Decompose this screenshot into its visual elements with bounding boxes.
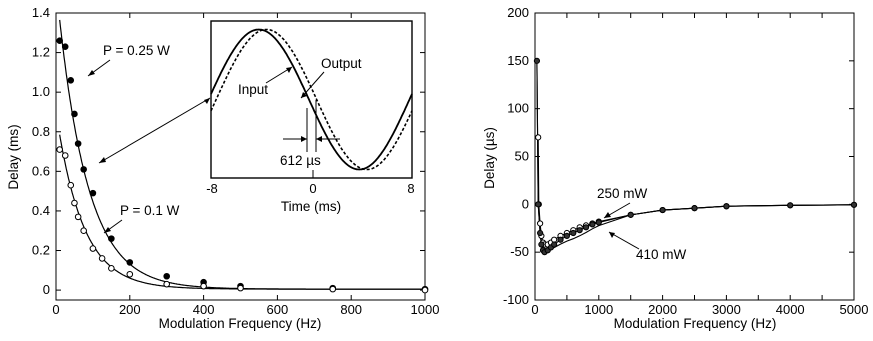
left-point-p01: [68, 182, 74, 188]
right-xtick-label: 4000: [776, 302, 805, 317]
right-point-410mw: [558, 237, 563, 242]
right-xlabel: Modulation Frequency (Hz): [614, 316, 777, 331]
right-point-410mw: [552, 242, 557, 247]
left-ytick-label: 0.2: [32, 243, 50, 258]
left-ytick-label: 0.4: [32, 203, 50, 218]
right-plot-frame: [535, 13, 854, 300]
right-xtick-label: 2000: [648, 302, 677, 317]
left-point-p01: [109, 266, 115, 272]
left-ytick-label: 0.8: [32, 124, 50, 139]
left-ytick-label: 1.2: [32, 45, 50, 60]
inset-connector-arrowhead-left: [99, 157, 106, 163]
left-point-p01: [422, 287, 428, 293]
right-ytick-label: 50: [515, 149, 529, 164]
left-point-p025: [109, 236, 115, 242]
right-point-410mw: [788, 203, 793, 208]
left-point-p01: [127, 271, 133, 277]
right-point-410mw: [564, 233, 569, 238]
left-ytick-label: 0.6: [32, 163, 50, 178]
annotation-250mw: 250 mW: [597, 186, 648, 201]
annotation-410mw: 410 mW: [636, 247, 687, 262]
left-point-p01: [62, 153, 68, 159]
inset-connector-arrowhead-right: [204, 98, 210, 104]
left-point-p01: [330, 286, 336, 292]
left-point-p01: [57, 147, 63, 153]
inset-label-input: Input: [238, 82, 268, 97]
right-point-410mw: [590, 222, 595, 227]
left-ylabel: Delay (ms): [6, 124, 21, 189]
left-xtick-label: 200: [119, 302, 141, 317]
left-xtick-label: 400: [193, 302, 215, 317]
right-ytick-label: -100: [503, 292, 529, 307]
right-ytick-label: -50: [510, 244, 529, 259]
right-ytick-label: 100: [507, 101, 529, 116]
right-point-410mw: [538, 230, 543, 235]
left-point-p025: [68, 77, 74, 83]
right-point-410mw: [536, 202, 541, 207]
right-chart: 0 1000 2000 3000 4000 5000 -100 -50 0 50 100 150 200…: [482, 5, 868, 331]
left-ytick-label: 1.0: [32, 84, 50, 99]
left-xtick-label: 600: [267, 302, 289, 317]
right-xtick-label: 1000: [584, 302, 613, 317]
right-xtick-label: 5000: [840, 302, 869, 317]
right-point-250mw: [536, 135, 541, 140]
left-point-p01: [99, 256, 105, 262]
inset-chart: -8 0 8 Time (ms) Input Output 612 µs: [206, 21, 414, 214]
inset-xtick-label: -8: [206, 181, 218, 196]
right-point-410mw: [692, 206, 697, 211]
left-point-p01: [72, 200, 78, 206]
left-xtick-label: 800: [340, 302, 362, 317]
right-point-410mw: [577, 228, 582, 233]
left-point-p025: [90, 190, 96, 196]
right-tick-group: 0 1000 2000 3000 4000 5000 -100 -50 0 50 100 150 200: [503, 5, 868, 317]
left-point-p01: [90, 246, 96, 252]
right-point-410mw: [851, 202, 856, 207]
right-point-410mw: [660, 207, 665, 212]
left-point-p025: [164, 273, 170, 279]
left-point-p01: [238, 285, 244, 291]
left-point-p01: [164, 281, 170, 287]
left-point-p01: [201, 283, 207, 289]
right-xtick-label: 3000: [712, 302, 741, 317]
left-ytick-label: 1.4: [32, 5, 50, 20]
right-point-410mw: [539, 242, 544, 247]
right-ylabel: Delay (µs): [482, 127, 497, 189]
annotation-p025: P = 0.25 W: [103, 43, 170, 58]
left-point-p01: [81, 228, 87, 234]
left-point-p01: [75, 214, 81, 220]
inset-connector-arrow: [99, 98, 210, 163]
left-point-p025: [127, 260, 133, 266]
right-point-410mw: [583, 225, 588, 230]
left-xtick-label: 0: [52, 302, 59, 317]
right-point-410mw: [596, 220, 601, 225]
left-ytick-label: 0: [43, 282, 50, 297]
right-point-250mw: [538, 221, 543, 226]
annotation-p025-arrowhead: [88, 70, 95, 76]
right-xtick-label: 0: [531, 302, 538, 317]
inset-xtick-label: 0: [309, 181, 316, 196]
left-point-p025: [75, 141, 81, 147]
annotation-p01: P = 0.1 W: [120, 203, 180, 218]
left-point-p025: [57, 38, 63, 44]
left-xlabel: Modulation Frequency (Hz): [159, 316, 322, 331]
right-data-points: [534, 58, 856, 255]
right-point-410mw: [724, 204, 729, 209]
inset-xtick-label: 8: [407, 181, 414, 196]
inset-label-output: Output: [321, 56, 362, 71]
left-point-p025: [81, 167, 87, 173]
delay-annotation: 612 µs: [280, 153, 321, 168]
right-point-410mw: [534, 58, 539, 63]
right-point-410mw: [628, 212, 633, 217]
left-chart: 0200400600800100000.20.40.60.81.01.21.4 …: [6, 5, 439, 331]
right-ytick-label: 0: [522, 196, 529, 211]
right-point-410mw: [571, 230, 576, 235]
left-xtick-label: 1000: [411, 302, 440, 317]
right-ytick-label: 200: [507, 5, 529, 20]
left-point-p025: [62, 44, 68, 50]
right-ytick-label: 150: [507, 53, 529, 68]
inset-xlabel: Time (ms): [281, 199, 341, 214]
left-point-p025: [72, 111, 78, 117]
